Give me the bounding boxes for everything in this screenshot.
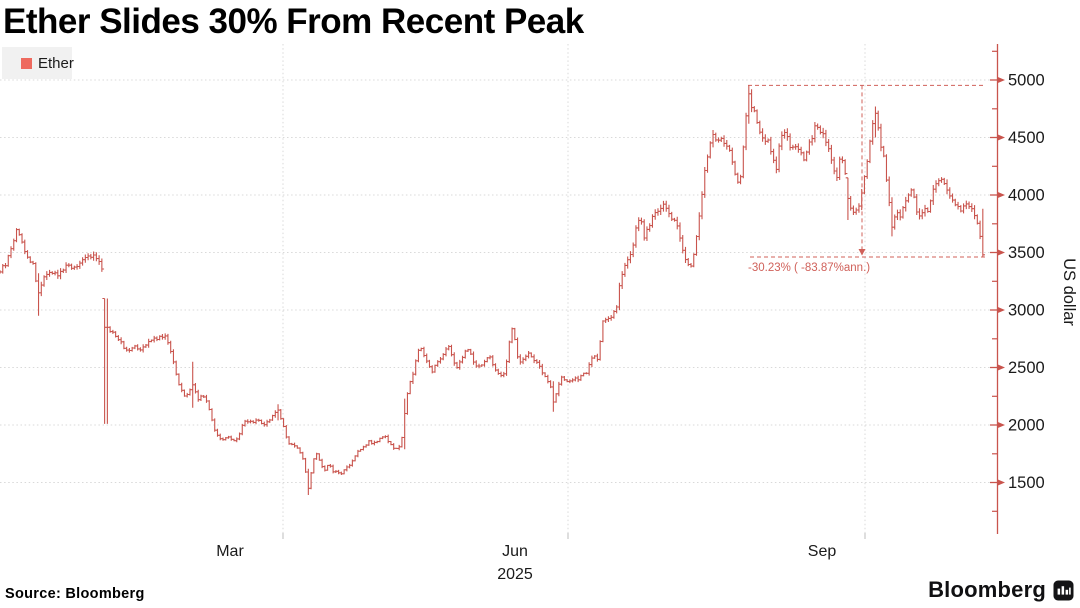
- chart-grid: [0, 44, 994, 539]
- svg-text:5000: 5000: [1008, 72, 1045, 90]
- svg-text:3000: 3000: [1008, 302, 1045, 320]
- x-axis: Mar Jun Sep 2025: [216, 543, 836, 583]
- y-axis: 1500 2000 2500 3000 3500 4000 4500 5000 US dolla…: [990, 44, 1078, 534]
- x-axis-year-label: 2025: [497, 566, 533, 583]
- legend-series-swatch-icon: [21, 57, 32, 69]
- drawdown-annotation: -30.23% ( -83.87%ann.): [748, 84, 985, 274]
- svg-text:3500: 3500: [1008, 244, 1045, 262]
- ohlc-bars: [0, 85, 986, 495]
- y-axis-title: US dollar: [1060, 258, 1078, 326]
- svg-text:2000: 2000: [1008, 417, 1045, 435]
- drawdown-label: -30.23% ( -83.87%ann.): [748, 262, 870, 274]
- svg-text:2500: 2500: [1008, 359, 1045, 377]
- svg-text:Mar: Mar: [216, 543, 244, 560]
- bloomberg-logo: Bloomberg: [928, 577, 1074, 603]
- svg-text:Sep: Sep: [808, 543, 837, 560]
- bloomberg-logo-icon: [1053, 580, 1074, 600]
- bloomberg-wordmark: Bloomberg: [928, 577, 1046, 602]
- svg-text:1500: 1500: [1008, 474, 1045, 492]
- svg-text:4500: 4500: [1008, 129, 1045, 147]
- svg-text:Jun: Jun: [502, 543, 528, 560]
- source-label: Source: Bloomberg: [5, 586, 145, 602]
- legend-series-label: Ether: [38, 54, 74, 72]
- chart-legend: Ether: [2, 47, 74, 79]
- svg-text:4000: 4000: [1008, 187, 1045, 205]
- page-title: Ether Slides 30% From Recent Peak: [3, 2, 584, 41]
